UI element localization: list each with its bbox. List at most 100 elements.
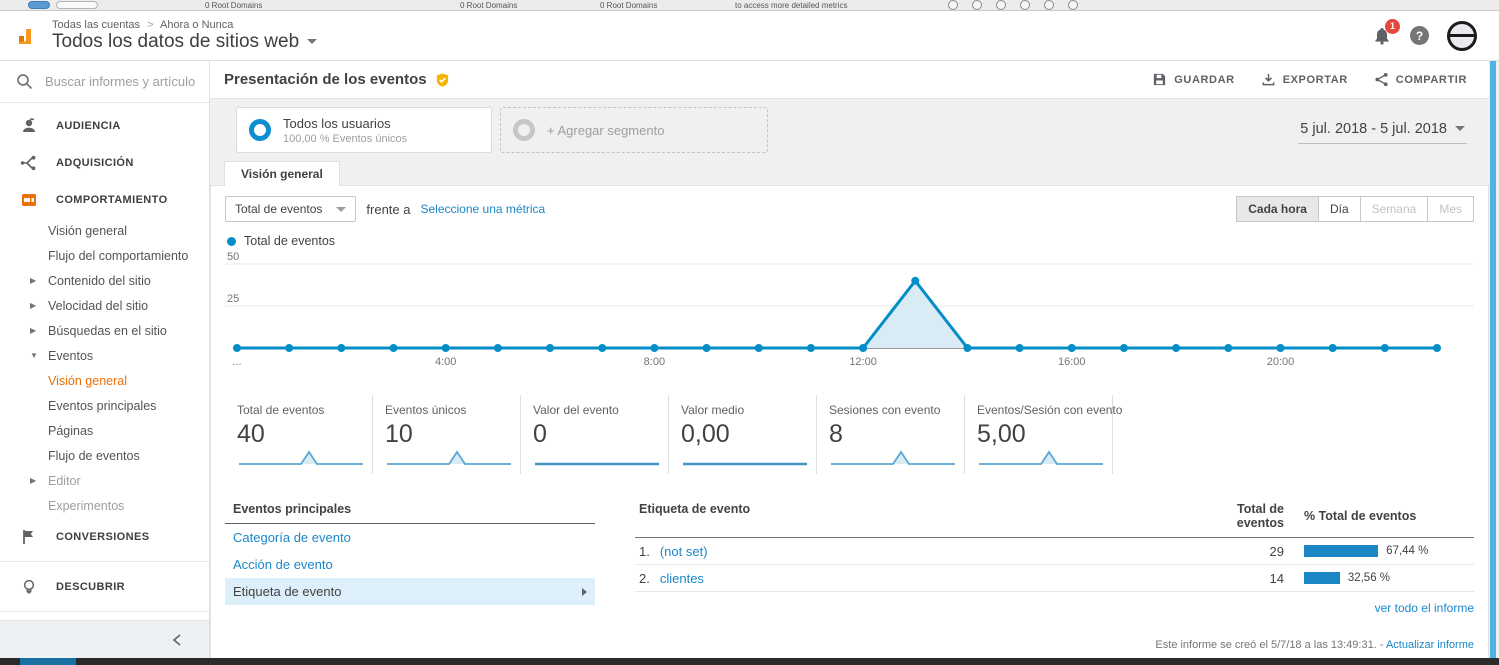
breadcrumb-property[interactable]: Ahora o Nunca (160, 18, 234, 31)
refresh-report-link[interactable]: Actualizar informe (1385, 639, 1474, 651)
chevron-right-icon: ▶ (30, 276, 37, 285)
event-label-row[interactable]: 1. (not set) 29 67,44 % (635, 538, 1474, 565)
event-label-link[interactable]: clientes (659, 570, 704, 586)
scrollbar[interactable] (1490, 61, 1496, 658)
segment-all-users[interactable]: Todos los usuarios 100,00 % Eventos únic… (236, 107, 492, 153)
sidebar-item-descubrir[interactable]: DESCUBRIR (0, 568, 209, 605)
strip-icon (972, 0, 982, 10)
chevron-right-icon: ▶ (30, 301, 37, 310)
strip-blue-pill (28, 1, 50, 9)
notifications-button[interactable]: 1 (1372, 18, 1400, 46)
scorecard-sesiones-con-evento[interactable]: Sesiones con evento 8 (817, 395, 965, 474)
sidebar-subitem-contenido-del-sitio[interactable]: ▶ Contenido del sitio (0, 268, 209, 293)
top-events-row-acción-de-evento[interactable]: Acción de evento (225, 551, 595, 578)
col-percent: % Total de eventos (1304, 509, 1417, 523)
top-events-link[interactable]: Acción de evento (233, 557, 333, 572)
scorecard-label: Valor del evento (533, 403, 619, 417)
chevron-right-icon: ▶ (30, 476, 37, 485)
header-right: 1 ? (1372, 18, 1499, 51)
help-button[interactable]: ? (1410, 26, 1429, 45)
strip-icon (1068, 0, 1078, 10)
event-label-cell: 2. clientes (635, 571, 1194, 586)
granularity-día[interactable]: Día (1317, 196, 1361, 222)
sidebar-acquisition-icon (20, 154, 38, 172)
sidebar-item-adquisición[interactable]: ADQUISICIÓN (0, 144, 209, 181)
account-avatar[interactable] (1447, 20, 1477, 51)
granularity-cada-hora[interactable]: Cada hora (1236, 196, 1319, 222)
scorecard-value: 8 (829, 420, 843, 448)
top-events-row-categoría-de-evento[interactable]: Categoría de evento (225, 524, 595, 551)
sidebar: AUDIENCIA ADQUISICIÓN COMPORTAMIENTO Visión… (0, 61, 210, 658)
scorecard-label: Eventos/Sesión con evento (977, 403, 1123, 417)
segment-title: Todos los usuarios (283, 115, 391, 131)
sidebar-subitem-búsquedas-en-el-sitio[interactable]: ▶ Búsquedas en el sitio (0, 318, 209, 343)
sidebar-subitem-eventos-principales[interactable]: Eventos principales (0, 393, 209, 418)
exportar-button[interactable]: EXPORTAR (1261, 72, 1348, 87)
sidebar-subitem-flujo-de-eventos[interactable]: Flujo de eventos (0, 443, 209, 468)
breadcrumb-account[interactable]: Todas las cuentas (52, 18, 141, 31)
compartir-button[interactable]: COMPARTIR (1374, 72, 1467, 87)
sidebar-subitem-experimentos[interactable]: Experimentos (0, 493, 209, 518)
sidebar-subitem-visión-general[interactable]: Visión general (0, 368, 209, 393)
view-all-row: ver todo el informe (635, 601, 1474, 615)
scorecard-label: Valor medio (681, 403, 745, 417)
sidebar-section-label: DESCUBRIR (56, 580, 125, 593)
total-events-cell: 14 (1269, 570, 1284, 586)
metric-dropdown-label: Total de eventos (235, 202, 323, 216)
sidebar-subitem-páginas[interactable]: Páginas (0, 418, 209, 443)
scorecard-valor-medio[interactable]: Valor medio 0,00 (669, 395, 817, 474)
scorecard-value: 0 (533, 420, 547, 448)
scorecard-value: 0,00 (681, 420, 730, 448)
event-label-row[interactable]: 2. clientes 14 32,56 % (635, 565, 1474, 592)
granularity-group: Cada hora Día Semana Mes (1236, 196, 1474, 222)
sidebar-item-comportamiento[interactable]: COMPORTAMIENTO (0, 181, 209, 218)
sidebar-subitem-velocidad-del-sitio[interactable]: ▶ Velocidad del sitio (0, 293, 209, 318)
scorecard-value: 10 (385, 420, 413, 448)
scorecard-total-de-eventos[interactable]: Total de eventos 40 (225, 395, 373, 474)
property-title: Todos los datos de sitios web (52, 30, 300, 52)
breadcrumb[interactable]: Todas las cuentas > Ahora o Nunca (52, 19, 317, 31)
select-metric-link[interactable]: Seleccione una métrica (420, 202, 546, 216)
strip-icon (1020, 0, 1030, 10)
metric-dropdown[interactable]: Total de eventos (225, 196, 357, 222)
scorecard-sparkline (681, 449, 807, 468)
property-selector[interactable]: Todos los datos de sitios web (52, 30, 318, 53)
sidebar-search[interactable] (0, 61, 209, 103)
add-segment-button[interactable]: + Agregar segmento (500, 107, 768, 153)
top-events-row-etiqueta-de-evento[interactable]: Etiqueta de evento (225, 578, 595, 605)
segment-band: Todos los usuarios 100,00 % Eventos únic… (210, 99, 1489, 161)
sidebar-subitem-editor[interactable]: ▶ Editor (0, 468, 209, 493)
sidebar-subitem-eventos[interactable]: ▼ Eventos (0, 343, 209, 368)
sidebar-subitem-visión-general[interactable]: Visión general (0, 218, 209, 243)
chevron-down-icon (307, 39, 318, 44)
sidebar-subitem-label: Eventos (48, 348, 94, 363)
scorecard-valor-del-evento[interactable]: Valor del evento 0 (521, 395, 669, 474)
date-range-selector[interactable]: 5 jul. 2018 - 5 jul. 2018 (1298, 117, 1467, 144)
top-events-link[interactable]: Etiqueta de evento (233, 584, 342, 599)
sidebar-item-conversiones[interactable]: CONVERSIONES (0, 518, 209, 555)
search-input[interactable] (45, 74, 195, 89)
scorecard-eventos-únicos[interactable]: Eventos únicos 10 (373, 395, 521, 474)
scorecard-eventos-sesión-con-evento[interactable]: Eventos/Sesión con evento 5,00 (965, 395, 1123, 474)
sidebar-subitem-label: Eventos principales (48, 398, 157, 413)
scorecard-sparkline (977, 449, 1103, 468)
strip-text: 0 Root Domains (205, 1, 263, 10)
tab-vision-general[interactable]: Visión general (224, 161, 340, 186)
guardar-button[interactable]: GUARDAR (1152, 72, 1234, 87)
event-label-link[interactable]: (not set) (659, 543, 708, 559)
report-created-note: Este informe se creó el 5/7/18 a las 13:… (225, 639, 1474, 655)
strip-icon (948, 0, 958, 10)
sidebar-subitem-label: Flujo del comportamiento (48, 248, 189, 263)
sidebar-collapse[interactable] (0, 620, 209, 658)
sidebar-item-audiencia[interactable]: AUDIENCIA (0, 107, 209, 144)
total-events-cell: 29 (1269, 543, 1284, 559)
shield-check-badge-icon (436, 72, 448, 87)
report-panel: Total de eventos frente a Seleccione una… (210, 185, 1489, 658)
sidebar-subitem-label: Experimentos (48, 498, 125, 513)
sidebar-flag-icon (20, 528, 38, 546)
sidebar-subitem-label: Contenido del sitio (48, 273, 151, 288)
vs-label: frente a (366, 201, 411, 217)
view-full-report-link[interactable]: ver todo el informe (1374, 601, 1474, 615)
sidebar-subitem-flujo-del-comportamiento[interactable]: Flujo del comportamiento (0, 243, 209, 268)
top-events-link[interactable]: Categoría de evento (233, 530, 351, 545)
